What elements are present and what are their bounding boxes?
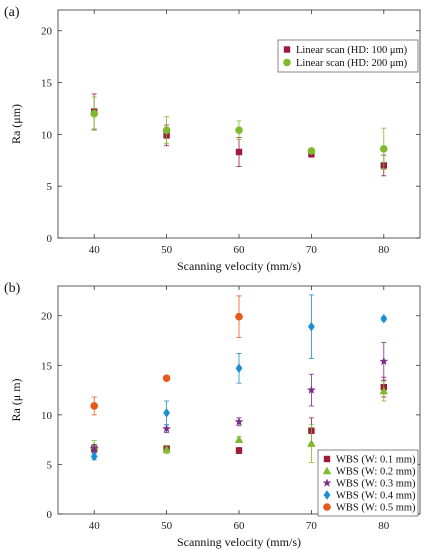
y-tick-label: 20 — [41, 26, 53, 38]
panel-a-legend: Linear scan (HD: 100 μm) Linear scan (HD:… — [277, 39, 419, 73]
data-point — [235, 148, 243, 156]
data-point — [162, 126, 171, 135]
data-point — [307, 147, 316, 155]
data-point — [234, 435, 244, 443]
y-tick-label: 5 — [47, 459, 53, 471]
x-tick-label: 70 — [306, 244, 318, 256]
data-point — [379, 356, 389, 366]
legend-box — [317, 449, 419, 517]
x-tick-label: 70 — [306, 520, 318, 532]
legend-entry: WBS (W: 0.2 mm) — [336, 467, 416, 478]
data-point — [307, 439, 316, 447]
data-point — [307, 385, 316, 394]
y-tick-label: 0 — [47, 233, 53, 245]
data-point — [89, 443, 99, 453]
data-point — [162, 374, 171, 382]
x-tick-label: 60 — [234, 520, 246, 532]
data-point — [379, 386, 388, 395]
data-point — [235, 312, 243, 321]
series-2 — [90, 96, 388, 171]
panel-b-legend: WBS (W: 0.1 mm)WBS (W: 0.2 mm)WBS (W: 0.… — [317, 449, 419, 517]
data-point — [308, 321, 315, 332]
y-tick-label: 20 — [41, 311, 53, 323]
x-tick-label: 40 — [89, 520, 101, 532]
x-tick-label: 80 — [378, 520, 390, 532]
panel-a-ylabel: Ra (μm) — [9, 104, 23, 144]
data-point — [90, 402, 98, 410]
y-tick-label: 0 — [47, 509, 53, 521]
legend-marker — [323, 490, 331, 500]
legend-marker — [283, 58, 291, 67]
data-point — [380, 145, 388, 153]
data-point — [162, 424, 171, 433]
legend-entry: WBS (W: 0.5 mm) — [336, 503, 416, 514]
x-tick-label: 80 — [378, 244, 390, 256]
legend-box — [277, 39, 419, 73]
panel-b-label: (b) — [4, 281, 21, 296]
data-point — [234, 417, 244, 426]
panel-a: (a) 40 50 60 70 80 0 5 10 15 20 Scanning velocity… — [4, 5, 421, 273]
data-point — [163, 408, 170, 418]
data-point — [380, 313, 388, 324]
x-tick-label: 50 — [161, 520, 173, 532]
data-point — [235, 447, 243, 454]
data-point — [162, 445, 171, 453]
data-point — [90, 451, 98, 462]
legend-marker — [323, 503, 331, 511]
panel-b-ylabel: Ra (μ m) — [9, 378, 23, 421]
legend-marker — [322, 478, 332, 487]
legend-marker — [323, 455, 331, 463]
x-tick-label: 40 — [89, 244, 101, 256]
panel-a-label: (a) — [4, 5, 20, 20]
panel-a-xlabel: Scanning velocity (mm/s) — [177, 259, 301, 273]
series-5 — [90, 295, 243, 416]
legend-entry: Linear scan (HD: 200 μm) — [296, 58, 408, 69]
data-point — [90, 109, 98, 118]
panel-b: (b) 40 50 60 70 80 0 5 10 15 20 Scanning velocity… — [4, 281, 421, 549]
y-tick-label: 15 — [41, 360, 53, 372]
legend-marker — [283, 46, 291, 53]
y-tick-label: 15 — [41, 78, 53, 90]
y-tick-label: 5 — [47, 181, 53, 193]
legend-entry: WBS (W: 0.3 mm) — [336, 479, 416, 490]
y-tick-label: 10 — [41, 410, 53, 422]
legend-entry: WBS (W: 0.1 mm) — [336, 455, 416, 466]
series-4 — [90, 294, 388, 462]
x-tick-label: 50 — [161, 244, 173, 256]
legend-entry: WBS (W: 0.4 mm) — [336, 491, 416, 502]
legend-entry: Linear scan (HD: 100 μm) — [296, 45, 408, 56]
y-tick-label: 10 — [41, 129, 53, 141]
data-point — [235, 363, 243, 374]
panel-b-xlabel: Scanning velocity (mm/s) — [177, 535, 301, 549]
x-tick-label: 60 — [234, 244, 246, 256]
legend-marker — [322, 466, 332, 475]
data-point — [235, 126, 243, 135]
series-3 — [89, 342, 389, 453]
